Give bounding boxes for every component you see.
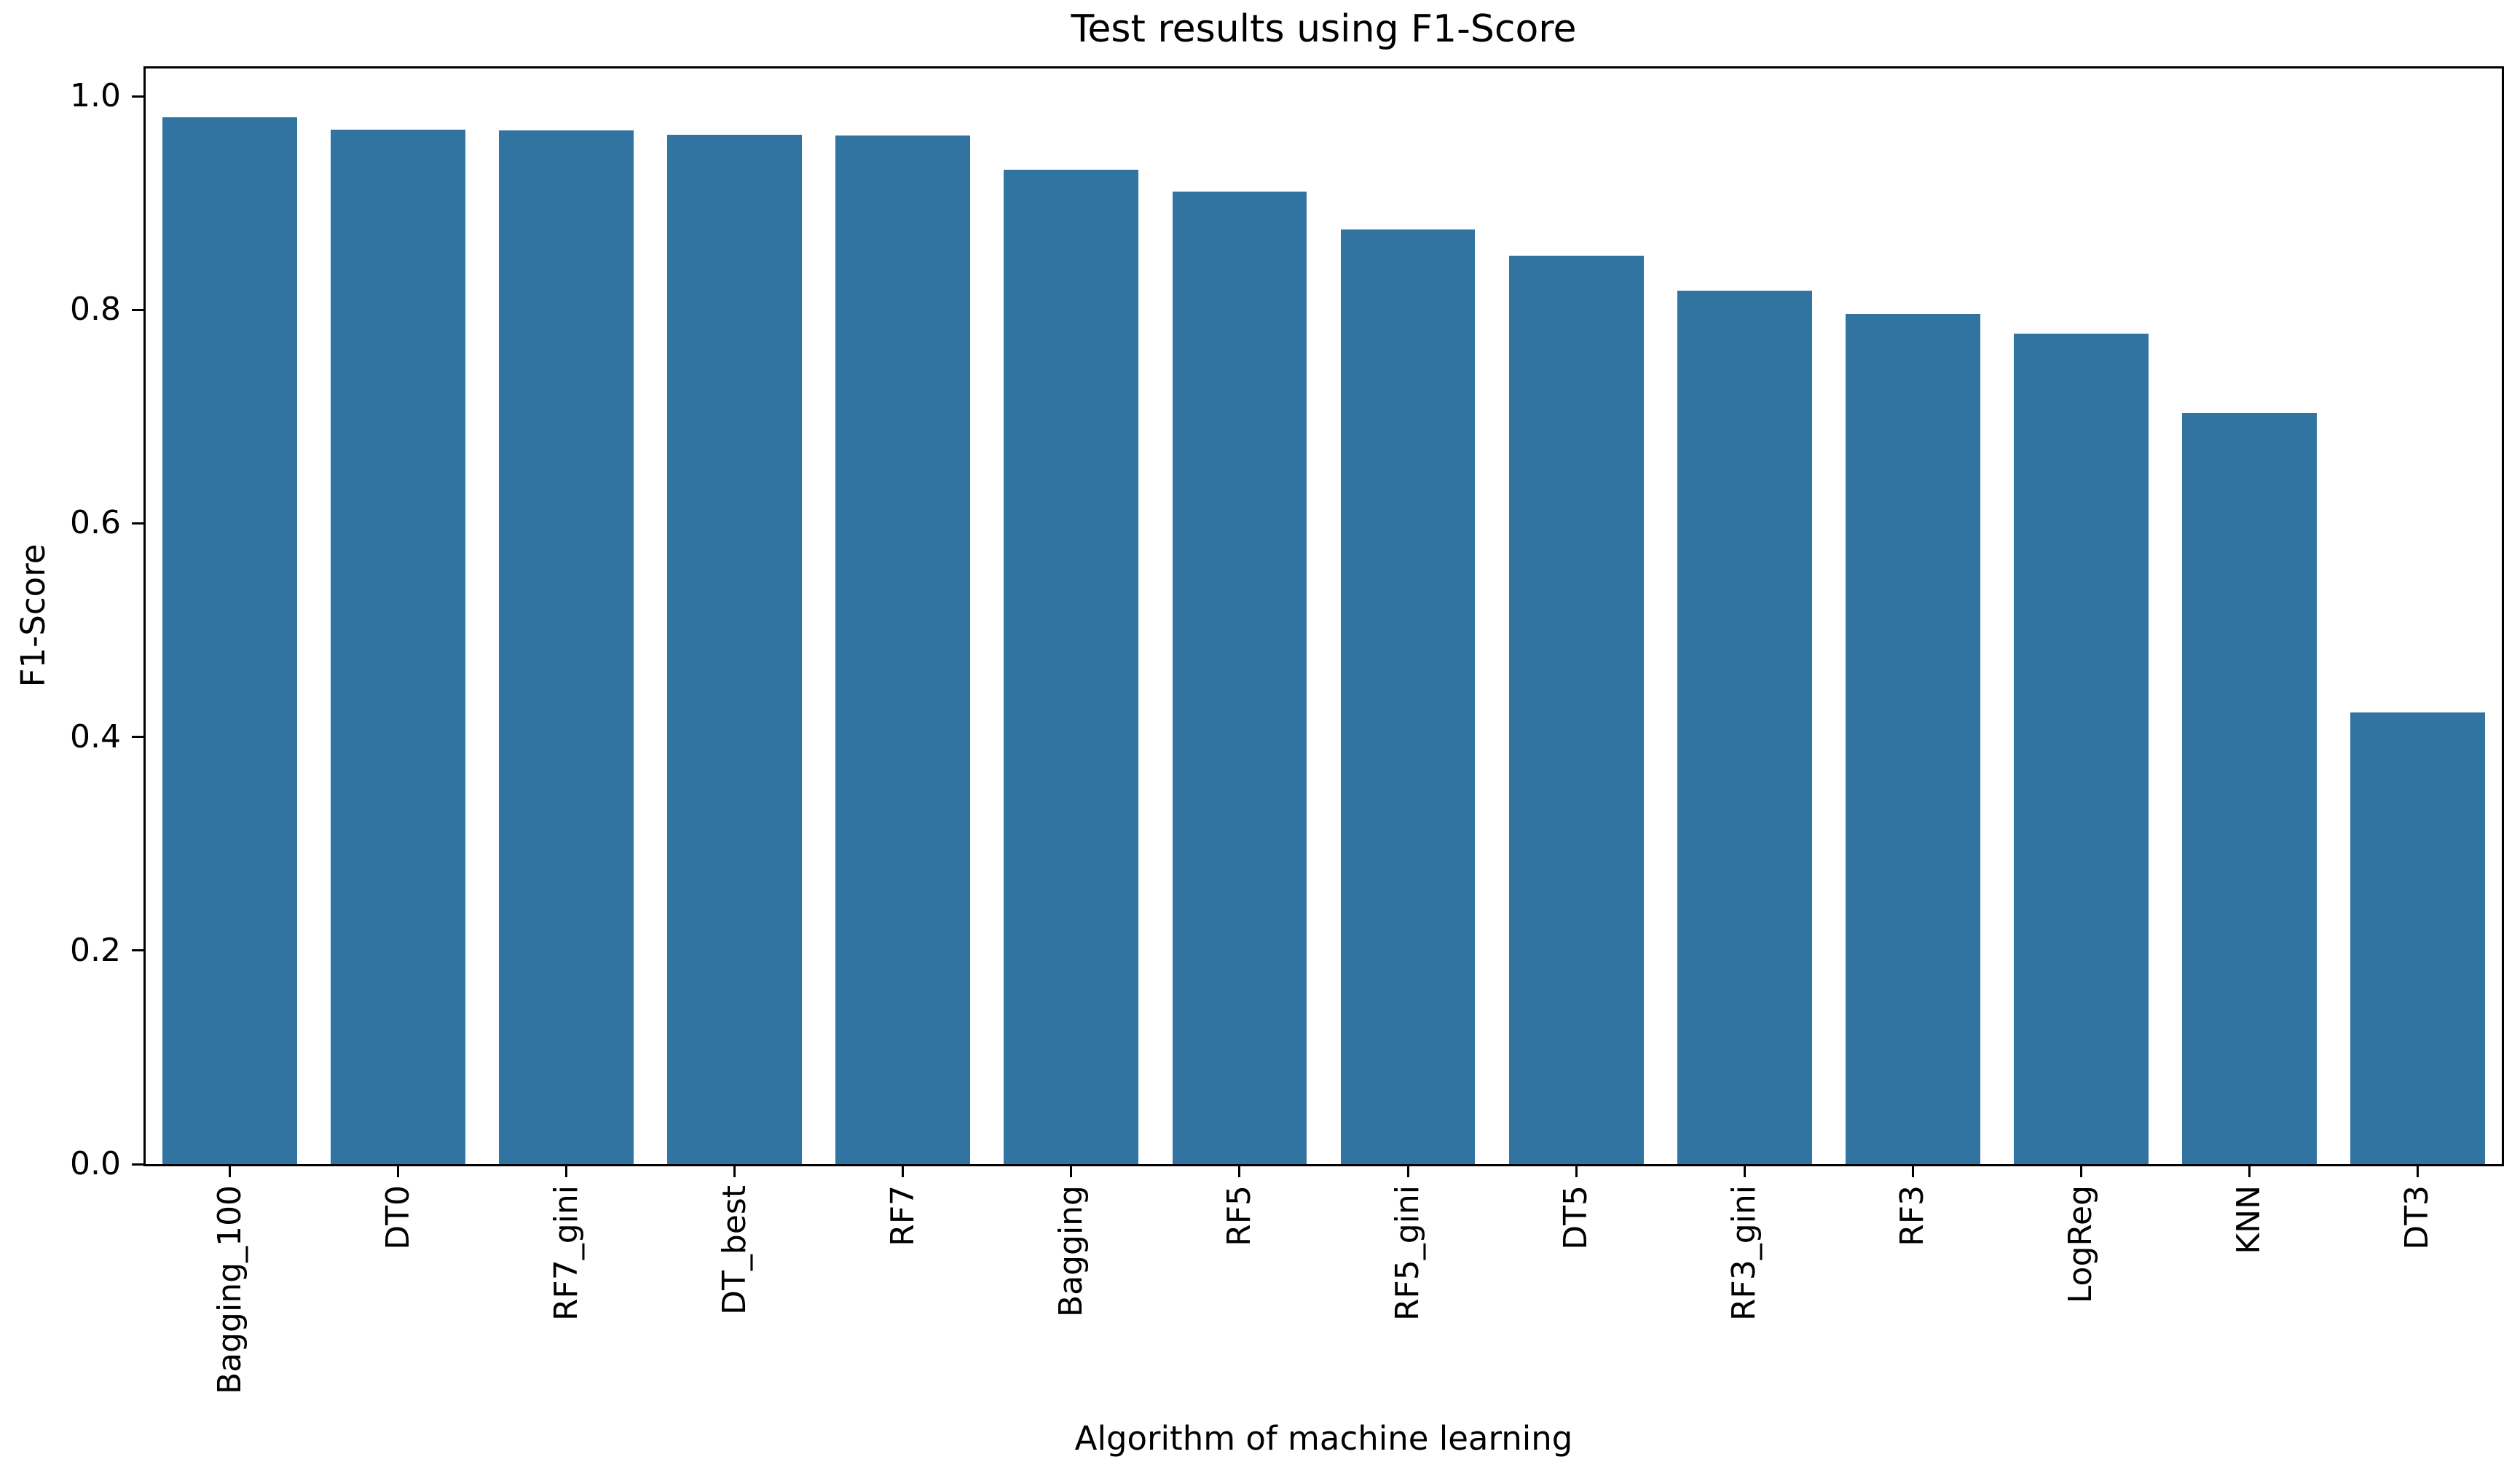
x-tick-label: DT0 (379, 1185, 417, 1250)
y-tick-mark (132, 308, 143, 311)
y-tick-mark (132, 1163, 143, 1166)
x-tick-label: RF7 (883, 1185, 921, 1246)
y-tick-label: 0.0 (70, 1145, 121, 1182)
x-tick-label: RF3_gini (1725, 1185, 1763, 1321)
bar-DT_best (667, 134, 803, 1164)
y-tick-mark (132, 522, 143, 525)
x-tick-mark (2079, 1166, 2082, 1177)
bar-RF3_gini (1677, 290, 1812, 1164)
x-tick-label: KNN (2230, 1185, 2268, 1254)
x-axis-label: Algorithm of machine learning (1074, 1419, 1573, 1458)
bar-RF3 (1845, 314, 1980, 1164)
y-tick-mark (132, 95, 143, 98)
plot-area (143, 66, 2504, 1166)
y-tick-label: 1.0 (70, 77, 121, 115)
x-tick-mark (1406, 1166, 1409, 1177)
x-tick-mark (1911, 1166, 1914, 1177)
y-tick-label: 0.6 (70, 504, 121, 542)
y-tick-mark (132, 949, 143, 952)
y-axis-label: F1-Score (14, 543, 52, 688)
bar-RF7_gini (499, 130, 634, 1164)
bar-DT3 (2350, 712, 2485, 1164)
y-tick-label: 0.8 (70, 291, 121, 329)
x-tick-mark (1743, 1166, 1746, 1177)
x-tick-label: Bagging (1052, 1185, 1090, 1318)
y-tick-label: 0.2 (70, 931, 121, 969)
x-tick-label: DT5 (1557, 1185, 1595, 1250)
x-tick-label: RF5 (1220, 1185, 1258, 1246)
y-tick-mark (132, 736, 143, 739)
x-tick-mark (229, 1166, 232, 1177)
bar-KNN (2181, 413, 2317, 1164)
x-tick-label: DT3 (2398, 1185, 2436, 1250)
x-tick-label: RF3 (1894, 1185, 1932, 1246)
bar-Bagging (1004, 170, 1139, 1164)
x-tick-mark (397, 1166, 400, 1177)
y-tick-label: 0.4 (70, 718, 121, 755)
x-tick-mark (733, 1166, 736, 1177)
x-tick-mark (1238, 1166, 1241, 1177)
x-tick-mark (2416, 1166, 2419, 1177)
x-tick-label: DT_best (715, 1185, 753, 1315)
bar-DT0 (331, 129, 466, 1164)
x-tick-mark (565, 1166, 568, 1177)
bar-RF7 (835, 135, 971, 1164)
chart-title: Test results using F1-Score (1071, 7, 1577, 51)
x-tick-mark (2248, 1166, 2251, 1177)
x-tick-mark (1575, 1166, 1578, 1177)
bar-Bagging_100 (162, 117, 297, 1164)
bar-LogReg (2013, 333, 2149, 1164)
x-tick-label: Bagging_100 (210, 1185, 248, 1395)
x-tick-mark (902, 1166, 905, 1177)
bar-RF5 (1172, 191, 1307, 1164)
bar-DT5 (1508, 255, 1644, 1164)
x-tick-mark (1070, 1166, 1073, 1177)
x-tick-label: RF5_gini (1389, 1185, 1427, 1321)
x-tick-label: LogReg (2062, 1185, 2100, 1304)
x-tick-label: RF7_gini (547, 1185, 585, 1321)
bar-RF5_gini (1340, 229, 1476, 1164)
